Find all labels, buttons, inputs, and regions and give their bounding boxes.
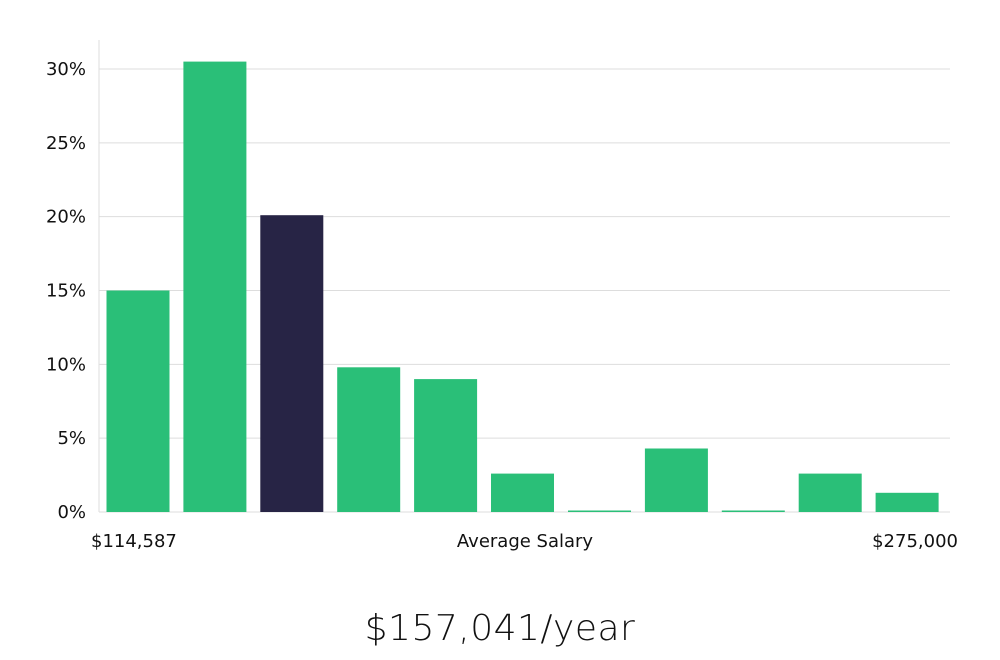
y-tick-label: 25% [46, 133, 86, 154]
x-max-label: $275,000 [872, 531, 958, 552]
bar [875, 492, 939, 512]
y-tick-label: 0% [57, 502, 86, 523]
bar [568, 510, 631, 512]
bar [721, 510, 785, 512]
bar-highlighted [260, 215, 324, 512]
bar [337, 367, 401, 512]
bar [414, 379, 478, 512]
y-tick-label: 30% [46, 59, 86, 80]
bars [106, 61, 939, 512]
bar [183, 61, 247, 512]
average-salary-value: $157,041/year [364, 608, 636, 649]
bar [798, 473, 862, 512]
salary-histogram: 0% 5% 10% 15% 20% 25% 30% $114,587 Average Sal… [46, 40, 958, 552]
y-tick-labels: 0% 5% 10% 15% 20% 25% 30% [46, 59, 86, 523]
y-tick-label: 10% [46, 354, 86, 375]
x-axis-title: Average Salary [457, 531, 594, 552]
y-tick-label: 15% [46, 281, 86, 302]
y-tick-label: 5% [57, 428, 86, 449]
bar [491, 473, 554, 512]
bar [644, 448, 708, 512]
bar [106, 290, 170, 512]
x-min-label: $114,587 [91, 531, 177, 552]
y-tick-label: 20% [46, 207, 86, 228]
